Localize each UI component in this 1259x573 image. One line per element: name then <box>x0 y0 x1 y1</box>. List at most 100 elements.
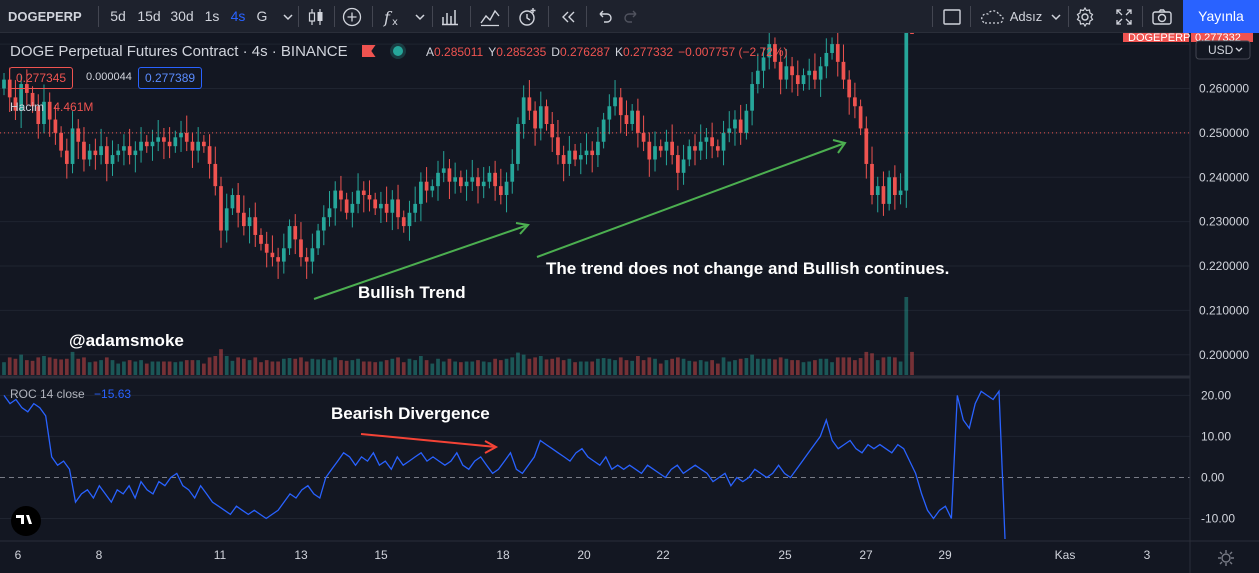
replay-icon[interactable] <box>556 5 580 29</box>
candle-body <box>858 106 863 129</box>
candle-body <box>481 181 486 187</box>
candle-body <box>830 44 834 53</box>
candle-body <box>82 141 86 160</box>
interval-4s-button[interactable]: 4s <box>230 8 246 24</box>
trend-continues-arrow[interactable] <box>536 139 847 258</box>
buy-price-button[interactable]: 0.277389 <box>138 67 203 89</box>
volume-bar <box>470 361 475 375</box>
volume-bar <box>601 358 606 375</box>
templates-icon[interactable] <box>478 5 502 29</box>
candle-body <box>521 97 526 124</box>
volume-bar <box>653 358 657 375</box>
volume-bar <box>904 297 909 375</box>
interval-g-button[interactable]: G <box>256 8 268 24</box>
time-tick-label: Kas <box>1055 548 1076 562</box>
interval-15d-button[interactable]: 15d <box>137 8 161 24</box>
volume-bar <box>858 358 863 375</box>
candle-body <box>367 195 372 200</box>
grid-lines <box>0 43 1190 356</box>
add-indicator-icon[interactable] <box>340 5 364 29</box>
chevron-down-icon[interactable] <box>408 5 432 29</box>
price-tick-label: 0.220000 <box>1199 259 1249 273</box>
volume-bar <box>162 361 166 375</box>
chart-legend[interactable]: DOGE Perpetual Futures Contract · 4s · B… <box>10 43 404 60</box>
roc-legend[interactable]: ROC 14 close −15.63 <box>10 387 132 401</box>
cloud-icon[interactable] <box>978 5 1006 29</box>
alert-clock-icon[interactable] <box>516 5 540 29</box>
volume-bar <box>767 358 772 375</box>
volume-legend[interactable]: Hacim 4.461M <box>10 100 94 114</box>
candle-body <box>578 155 583 160</box>
bullish-trend-label[interactable]: Bullish Trend <box>358 283 466 302</box>
volume-bar <box>379 361 383 375</box>
volume-bar <box>704 361 709 375</box>
price-tick-label: 0.200000 <box>1199 348 1249 362</box>
candle-body <box>727 128 732 133</box>
redo-icon[interactable] <box>620 5 644 29</box>
volume-bar <box>561 360 566 375</box>
volume-bar <box>424 360 429 375</box>
bullish-trend-arrow[interactable] <box>313 222 530 300</box>
time-axis-settings-icon[interactable] <box>1218 550 1234 566</box>
candle-body <box>755 70 760 85</box>
candle-body <box>59 132 63 151</box>
volume-bar <box>910 351 914 375</box>
candle-body <box>93 150 98 156</box>
tradingview-logo-icon[interactable] <box>11 506 41 536</box>
candle-body <box>241 212 246 227</box>
chart-canvas[interactable]: 0.200000 0.210000 0.220000 0.230000 0.240000… <box>0 33 1259 573</box>
time-tick-label: 11 <box>214 548 227 562</box>
bearish-divergence-arrow[interactable] <box>360 433 499 454</box>
volume-bar <box>676 357 680 375</box>
time-tick-label: 13 <box>294 548 308 562</box>
candle-body <box>910 33 914 34</box>
interval-1s-button[interactable]: 1s <box>204 8 220 24</box>
time-tick-label: 29 <box>938 548 952 562</box>
candle-body <box>687 146 692 160</box>
candle-body <box>139 141 143 151</box>
candle-body <box>207 146 212 164</box>
volume-bar <box>715 363 720 375</box>
time-tick-label: 18 <box>496 548 510 562</box>
candle-body <box>715 146 720 151</box>
roc-axis[interactable]: -10.00 0.00 10.00 20.00 <box>1201 388 1235 525</box>
candle-body <box>596 141 600 156</box>
price-axis[interactable]: 0.200000 0.210000 0.220000 0.230000 0.240000… <box>1199 37 1249 362</box>
flag-icon[interactable] <box>361 45 376 57</box>
interval-30d-button[interactable]: 30d <box>170 8 194 24</box>
candle-body <box>42 101 46 124</box>
publish-button[interactable]: Yayınla <box>1183 0 1259 33</box>
interval-5d-button[interactable]: 5d <box>110 8 126 24</box>
sell-price-button[interactable]: 0.277345 <box>9 67 74 89</box>
chevron-down-icon[interactable] <box>1044 5 1068 29</box>
trend-continues-label[interactable]: The trend does not change and Bullish co… <box>546 259 950 278</box>
bearish-divergence-label[interactable]: Bearish Divergence <box>331 404 490 423</box>
volume-bar <box>453 361 458 375</box>
camera-icon[interactable] <box>1150 5 1174 29</box>
candles-icon[interactable] <box>304 5 328 29</box>
volume-bar <box>898 361 903 375</box>
candle-body <box>767 44 772 58</box>
volume-bar <box>458 362 463 375</box>
undo-icon[interactable] <box>592 5 616 29</box>
volume-bar <box>82 357 86 375</box>
financials-icon[interactable] <box>438 5 462 29</box>
fullscreen-square-icon[interactable] <box>940 5 964 29</box>
symbol-search-button[interactable]: DOGEPERP <box>8 9 82 24</box>
candle-body <box>373 199 378 209</box>
volume-bar <box>761 358 766 375</box>
candle-body <box>738 119 743 133</box>
expand-icon[interactable] <box>1112 5 1136 29</box>
gear-icon[interactable] <box>1073 5 1097 29</box>
chevron-down-icon[interactable] <box>276 5 300 29</box>
currency-dropdown[interactable] <box>1195 40 1251 60</box>
volume-bar <box>847 357 852 375</box>
volume-bar <box>881 357 886 375</box>
volume-bar <box>647 357 652 375</box>
layout-name-button[interactable]: Adsız <box>1009 9 1043 24</box>
volume-bar <box>93 361 98 375</box>
candle-body <box>133 150 138 156</box>
time-axis[interactable]: 6 8 11 13 15 18 20 22 25 27 29 Kas 3 <box>15 548 1151 562</box>
volume-bar <box>281 358 286 375</box>
